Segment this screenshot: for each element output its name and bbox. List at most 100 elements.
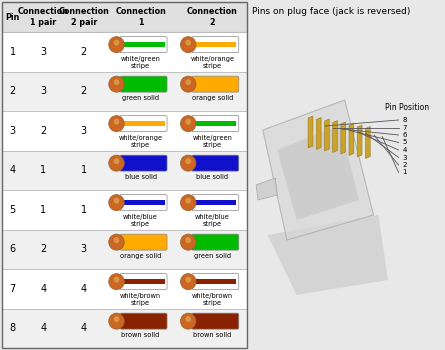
FancyBboxPatch shape — [192, 274, 239, 290]
Text: Pins on plug face (jack is reversed): Pins on plug face (jack is reversed) — [252, 7, 411, 16]
Text: white/orange
stripe: white/orange stripe — [190, 56, 235, 69]
Polygon shape — [263, 100, 373, 240]
Text: blue solid: blue solid — [125, 174, 157, 180]
Bar — [2, 2, 247, 32]
Text: Pin Position: Pin Position — [385, 104, 429, 112]
Bar — [2, 111, 247, 150]
Circle shape — [113, 79, 119, 85]
Circle shape — [185, 237, 191, 243]
Bar — [2, 308, 247, 348]
Circle shape — [109, 155, 124, 171]
Text: 2: 2 — [40, 126, 46, 136]
Text: Connection
2 pair: Connection 2 pair — [58, 7, 109, 27]
Text: white/blue
stripe: white/blue stripe — [123, 214, 158, 227]
Text: 3: 3 — [9, 126, 16, 136]
FancyBboxPatch shape — [120, 313, 167, 329]
Text: 3: 3 — [40, 86, 46, 96]
Polygon shape — [324, 119, 329, 151]
FancyBboxPatch shape — [192, 76, 239, 92]
Polygon shape — [341, 122, 346, 154]
Text: white/brown
stripe: white/brown stripe — [120, 293, 161, 306]
Circle shape — [185, 79, 191, 85]
Text: 3: 3 — [402, 154, 407, 161]
Text: Connection
1: Connection 1 — [115, 7, 166, 27]
FancyBboxPatch shape — [120, 37, 167, 52]
FancyBboxPatch shape — [192, 195, 239, 211]
Bar — [194, 200, 236, 205]
FancyBboxPatch shape — [120, 155, 167, 171]
Bar — [194, 279, 236, 284]
Circle shape — [185, 198, 191, 204]
FancyBboxPatch shape — [192, 234, 239, 250]
Polygon shape — [316, 118, 321, 149]
FancyBboxPatch shape — [120, 234, 167, 250]
Circle shape — [181, 195, 196, 211]
FancyBboxPatch shape — [120, 274, 167, 290]
Bar — [2, 2, 247, 348]
Bar — [122, 200, 165, 205]
Circle shape — [109, 116, 124, 132]
Text: 4: 4 — [9, 165, 16, 175]
Circle shape — [109, 313, 124, 329]
Text: green solid: green solid — [194, 253, 231, 259]
Bar — [122, 121, 165, 126]
Circle shape — [113, 237, 119, 243]
Polygon shape — [357, 125, 362, 157]
Bar — [2, 71, 247, 111]
FancyBboxPatch shape — [120, 116, 167, 132]
Circle shape — [181, 76, 196, 92]
Text: 1: 1 — [40, 205, 46, 215]
Text: 4: 4 — [40, 284, 46, 294]
Text: white/green
stripe: white/green stripe — [121, 56, 161, 69]
Text: 2: 2 — [9, 86, 16, 96]
Circle shape — [181, 37, 196, 52]
Bar — [194, 121, 236, 126]
Text: blue solid: blue solid — [196, 174, 228, 180]
Text: 5: 5 — [9, 205, 16, 215]
Text: 1: 1 — [40, 165, 46, 175]
FancyBboxPatch shape — [120, 195, 167, 211]
Text: orange solid: orange solid — [192, 95, 233, 101]
Text: Pin: Pin — [5, 13, 20, 21]
Polygon shape — [256, 178, 277, 200]
Bar — [122, 42, 165, 47]
Text: 8: 8 — [9, 323, 16, 333]
Text: 6: 6 — [9, 244, 16, 254]
Circle shape — [113, 198, 119, 204]
Text: Connection
2: Connection 2 — [187, 7, 238, 27]
Text: 1: 1 — [81, 165, 87, 175]
FancyBboxPatch shape — [120, 76, 167, 92]
Circle shape — [113, 119, 119, 125]
Circle shape — [109, 76, 124, 92]
Text: 3: 3 — [81, 244, 87, 254]
Circle shape — [185, 119, 191, 125]
Text: green solid: green solid — [122, 95, 159, 101]
FancyBboxPatch shape — [192, 116, 239, 132]
Text: brown solid: brown solid — [121, 332, 160, 338]
Bar — [2, 32, 247, 71]
Circle shape — [181, 155, 196, 171]
Text: 1: 1 — [9, 47, 16, 57]
Polygon shape — [333, 120, 337, 153]
Text: white/orange
stripe: white/orange stripe — [118, 135, 162, 148]
Circle shape — [185, 40, 191, 46]
Text: Connection
1 pair: Connection 1 pair — [18, 7, 69, 27]
Circle shape — [185, 158, 191, 164]
Bar — [2, 269, 247, 308]
Text: 4: 4 — [81, 284, 87, 294]
Text: 3: 3 — [40, 47, 46, 57]
Text: 2: 2 — [402, 162, 407, 168]
Bar — [194, 42, 236, 47]
Bar — [2, 150, 247, 190]
Text: 7: 7 — [402, 125, 407, 131]
Circle shape — [181, 313, 196, 329]
Text: white/brown
stripe: white/brown stripe — [192, 293, 233, 306]
Polygon shape — [277, 125, 359, 220]
Circle shape — [113, 40, 119, 46]
Text: 3: 3 — [81, 126, 87, 136]
Circle shape — [109, 37, 124, 52]
Text: white/green
stripe: white/green stripe — [192, 135, 232, 148]
Circle shape — [109, 274, 124, 290]
Bar — [122, 279, 165, 284]
Text: 2: 2 — [40, 244, 46, 254]
